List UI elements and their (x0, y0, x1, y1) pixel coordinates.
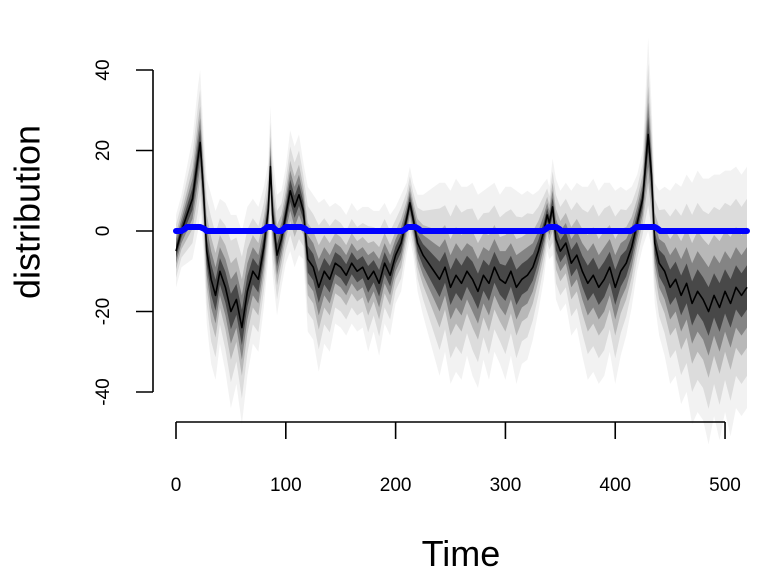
x-tick-label: 100 (270, 475, 302, 496)
density-band-1 (176, 37, 747, 445)
median-line-layer (175, 133, 748, 329)
y-ticks: -40 -20 0 20 40 (93, 59, 153, 406)
y-axis-title: distribution (7, 125, 48, 299)
y-tick-label: -40 (93, 378, 114, 405)
density-band-2 (176, 63, 747, 409)
median-line (175, 133, 748, 329)
x-tick-label: 500 (709, 475, 741, 496)
y-tick-label: 40 (93, 59, 114, 80)
y-tick-label: 0 (93, 226, 114, 237)
x-ticks: 0 100 200 300 400 500 (171, 422, 741, 496)
x-tick-label: 200 (380, 475, 412, 496)
density-band-4 (176, 102, 747, 360)
axes: -40 -20 0 20 40 0 100 200 300 400 500 (93, 59, 741, 496)
x-tick-label: 300 (490, 475, 522, 496)
density-band-5 (176, 116, 747, 346)
x-tick-label: 400 (599, 475, 631, 496)
state-line-layer (173, 223, 750, 234)
x-axis-title: Time (422, 533, 501, 574)
x-tick-label: 0 (171, 475, 182, 496)
state-line (173, 223, 750, 234)
y-tick-label: 20 (93, 140, 114, 161)
y-tick-label: -20 (93, 298, 114, 325)
density-band-layer (176, 37, 747, 445)
density-band-3 (176, 86, 747, 378)
